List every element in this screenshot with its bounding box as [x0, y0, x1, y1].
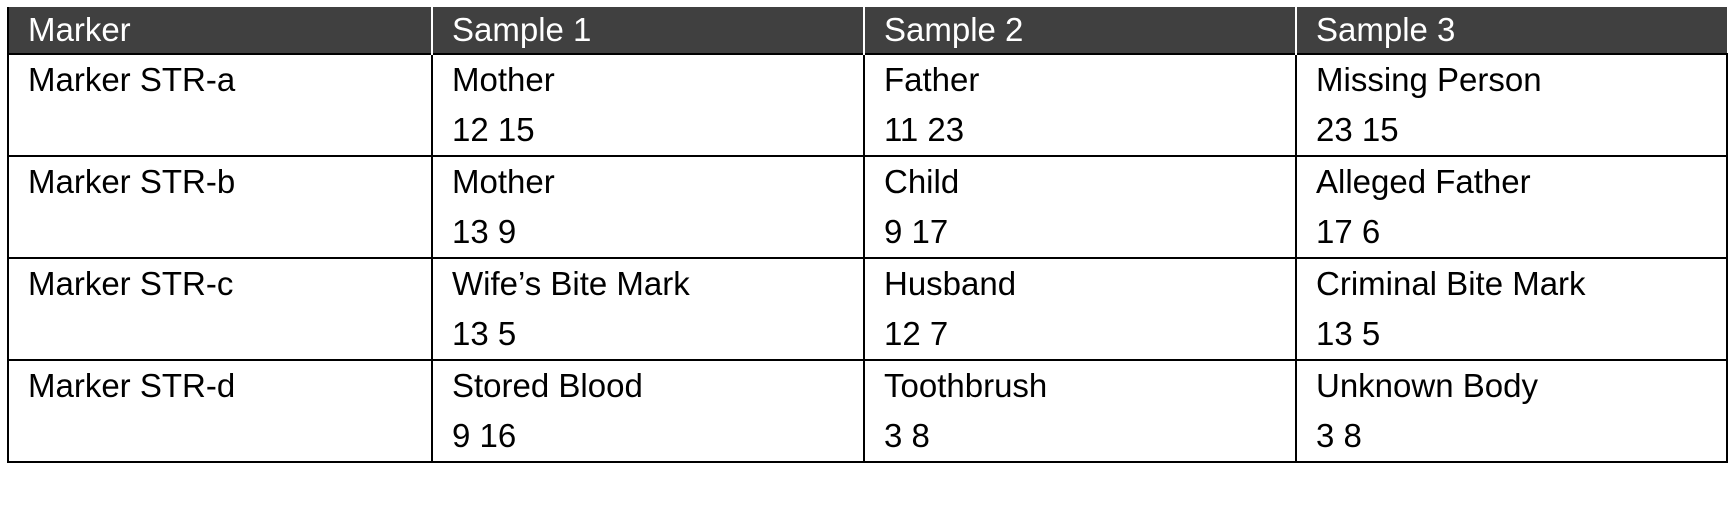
- sample-cell: Mother 12 15: [431, 53, 865, 157]
- marker-cell: Marker STR-c: [7, 257, 433, 361]
- header-marker: Marker: [7, 7, 432, 54]
- sample-label: Wife’s Bite Mark: [452, 265, 690, 302]
- sample-label: Toothbrush: [884, 367, 1048, 404]
- sample-alleles: 17 6: [1316, 213, 1381, 250]
- marker-cell: Marker STR-d: [7, 359, 433, 463]
- sample-label: Child: [884, 163, 960, 200]
- sample-alleles: 12 15: [452, 111, 535, 148]
- sample-label: Stored Blood: [452, 367, 643, 404]
- header-row: Marker Sample 1 Sample 2 Sample 3: [7, 7, 1727, 54]
- table-body: Marker STR-a Mother 12 15 Father 11 23 M…: [7, 53, 1728, 463]
- marker-cell: Marker STR-a: [7, 53, 433, 157]
- sample-cell: Unknown Body 3 8: [1295, 359, 1728, 463]
- sample-alleles: 12 7: [884, 315, 949, 352]
- sample-label: Missing Person: [1316, 61, 1542, 98]
- sample-cell: Husband 12 7: [863, 257, 1297, 361]
- sample-alleles: 9 17: [884, 213, 949, 250]
- sample-cell: Mother 13 9: [431, 155, 865, 259]
- sample-label: Alleged Father: [1316, 163, 1531, 200]
- sample-label: Unknown Body: [1316, 367, 1538, 404]
- sample-cell: Stored Blood 9 16: [431, 359, 865, 463]
- sample-cell: Criminal Bite Mark 13 5: [1295, 257, 1728, 361]
- sample-label: Mother: [452, 163, 555, 200]
- sample-cell: Father 11 23: [863, 53, 1297, 157]
- sample-cell: Wife’s Bite Mark 13 5: [431, 257, 865, 361]
- sample-alleles: 13 5: [1316, 315, 1381, 352]
- sample-cell: Alleged Father 17 6: [1295, 155, 1728, 259]
- marker-cell: Marker STR-b: [7, 155, 433, 259]
- table-header: Marker Sample 1 Sample 2 Sample 3: [7, 7, 1727, 54]
- sample-alleles: 13 9: [452, 213, 517, 250]
- table-row: Marker STR-d Stored Blood 9 16 Toothbrus…: [7, 359, 1728, 463]
- str-marker-table: Marker Sample 1 Sample 2 Sample 3 Marker…: [7, 7, 1728, 463]
- sample-label: Husband: [884, 265, 1017, 302]
- sample-alleles: 9 16: [452, 417, 517, 454]
- sample-alleles: 13 5: [452, 315, 517, 352]
- table-row: Marker STR-b Mother 13 9 Child 9 17 Alle…: [7, 155, 1728, 259]
- sample-cell: Child 9 17: [863, 155, 1297, 259]
- table-row: Marker STR-c Wife’s Bite Mark 13 5 Husba…: [7, 257, 1728, 361]
- header-sample-2: Sample 2: [863, 7, 1296, 54]
- sample-alleles: 23 15: [1316, 111, 1399, 148]
- header-sample-3: Sample 3: [1295, 7, 1727, 54]
- header-sample-1: Sample 1: [431, 7, 864, 54]
- sample-alleles: 3 8: [884, 417, 930, 454]
- sample-label: Father: [884, 61, 980, 98]
- sample-alleles: 11 23: [884, 111, 965, 148]
- sample-cell: Toothbrush 3 8: [863, 359, 1297, 463]
- sample-alleles: 3 8: [1316, 417, 1362, 454]
- sample-label: Criminal Bite Mark: [1316, 265, 1586, 302]
- sample-cell: Missing Person 23 15: [1295, 53, 1728, 157]
- sample-label: Mother: [452, 61, 555, 98]
- str-marker-table-container: Marker Sample 1 Sample 2 Sample 3 Marker…: [7, 7, 1728, 463]
- table-row: Marker STR-a Mother 12 15 Father 11 23 M…: [7, 53, 1728, 157]
